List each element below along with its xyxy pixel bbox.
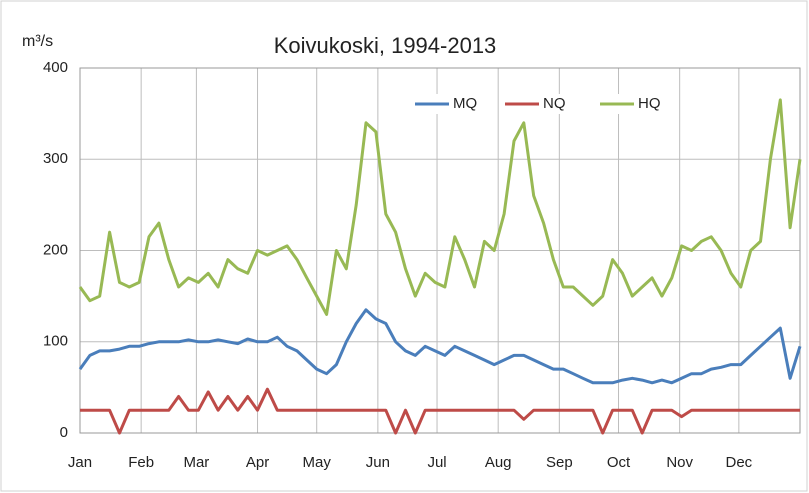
y-tick-label: 400	[43, 59, 68, 76]
legend-label: MQ	[453, 95, 477, 112]
y-tick-label: 100	[43, 333, 68, 350]
x-tick-label: Jul	[427, 454, 446, 471]
plot-border	[79, 67, 801, 434]
legend-label: HQ	[638, 95, 661, 112]
y-axis-label: m³/s	[22, 33, 53, 50]
data-line	[78, 308, 802, 385]
x-tick-label: Dec	[726, 454, 753, 471]
legend-background	[596, 94, 678, 114]
legend-background	[501, 94, 583, 114]
chart-title: Koivukoski, 1994-2013	[274, 33, 497, 58]
y-tick-label: 200	[43, 241, 68, 258]
x-tick-label: Feb	[128, 454, 154, 471]
x-tick-label: Apr	[246, 454, 269, 471]
x-tick-label: Nov	[666, 454, 693, 471]
x-tick-label: Jan	[68, 454, 92, 471]
y-tick-label: 300	[43, 150, 68, 167]
legend-background	[411, 94, 493, 114]
data-line	[80, 387, 800, 435]
data-line	[78, 98, 802, 316]
x-tick-label: Mar	[183, 454, 209, 471]
legend-label: NQ	[543, 95, 566, 112]
y-tick-label: 0	[60, 424, 68, 441]
x-tick-label: Sep	[546, 454, 573, 471]
x-tick-label: Jun	[366, 454, 390, 471]
x-tick-label: May	[303, 454, 332, 471]
x-tick-label: Oct	[607, 454, 631, 471]
x-tick-label: Aug	[485, 454, 512, 471]
